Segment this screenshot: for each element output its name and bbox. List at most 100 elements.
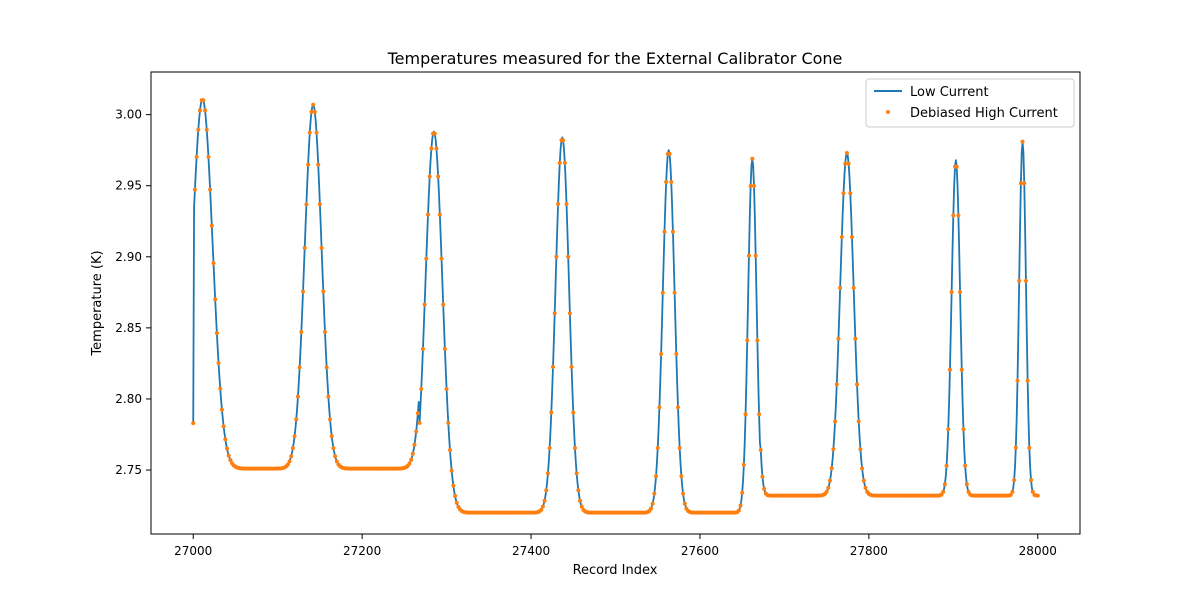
debiased-point — [752, 183, 757, 188]
debiased-point — [551, 364, 555, 369]
debiased-point — [746, 253, 751, 258]
x-tick-label: 27000 — [174, 544, 212, 558]
debiased-point — [681, 491, 686, 496]
debiased-point — [650, 501, 655, 506]
debiased-point — [1027, 445, 1032, 450]
debiased-point — [745, 338, 750, 343]
debiased-point — [453, 493, 458, 498]
debiased-point — [454, 500, 459, 505]
debiased-point — [1020, 139, 1025, 144]
debiased-point — [549, 410, 554, 415]
debiased-point — [682, 501, 687, 506]
debiased-point — [757, 412, 762, 417]
debiased-point — [304, 202, 309, 207]
debiased-point — [561, 138, 566, 143]
debiased-point — [843, 161, 848, 166]
debiased-point — [292, 434, 297, 439]
debiased-point — [317, 202, 322, 207]
debiased-point — [194, 154, 199, 159]
y-tick-label: 2.75 — [115, 463, 142, 477]
debiased-point — [562, 160, 567, 165]
debiased-point — [302, 245, 307, 250]
debiased-point — [422, 302, 427, 307]
debiased-point — [949, 290, 954, 295]
debiased-point — [1018, 181, 1023, 186]
debiased-point — [547, 445, 552, 450]
debiased-point — [209, 223, 214, 228]
debiased-point — [216, 361, 221, 366]
plot-area — [191, 98, 1040, 515]
debiased-point — [319, 245, 324, 250]
debiased-point — [944, 463, 949, 468]
x-tick-label: 27800 — [850, 544, 888, 558]
debiased-point — [654, 474, 659, 479]
y-axis-label: Temperature (K) — [90, 250, 105, 356]
debiased-point — [545, 471, 550, 476]
debiased-point — [664, 179, 669, 184]
debiased-point — [652, 491, 657, 496]
debiased-point — [572, 445, 577, 450]
debiased-point — [192, 187, 197, 192]
debiased-point — [414, 429, 419, 434]
debiased-point — [828, 478, 833, 483]
debiased-point — [297, 365, 302, 370]
debiased-point — [434, 146, 439, 151]
debiased-point — [191, 421, 196, 426]
debiased-point — [333, 454, 338, 459]
x-tick-label: 28000 — [1019, 544, 1057, 558]
debiased-point — [844, 151, 849, 156]
debiased-point — [576, 488, 581, 493]
debiased-point — [321, 289, 326, 294]
debiased-point — [295, 394, 300, 399]
debiased-point — [324, 365, 329, 370]
debiased-point — [836, 336, 841, 341]
debiased-point — [1017, 278, 1022, 283]
debiased-point — [755, 338, 760, 343]
debiased-point — [322, 330, 327, 335]
debiased-point — [826, 485, 831, 490]
debiased-point — [679, 474, 684, 479]
debiased-point — [294, 417, 299, 422]
debiased-point — [760, 474, 765, 479]
debiased-point — [309, 109, 314, 114]
debiased-point — [441, 302, 446, 307]
debiased-point — [942, 482, 947, 487]
debiased-point — [856, 419, 861, 424]
debiased-point — [748, 183, 753, 188]
debiased-point — [219, 407, 224, 412]
debiased-point — [1035, 493, 1040, 498]
debiased-point — [831, 447, 836, 452]
debiased-point — [860, 466, 865, 471]
y-tick-label: 2.90 — [115, 250, 142, 264]
debiased-point — [574, 471, 579, 476]
debiased-point — [426, 212, 431, 217]
debiased-point — [851, 285, 856, 290]
debiased-point — [961, 427, 966, 432]
debiased-point — [824, 489, 829, 494]
debiased-point — [677, 446, 682, 451]
debiased-point — [941, 489, 946, 494]
debiased-point — [838, 285, 843, 290]
debiased-point — [848, 191, 853, 196]
debiased-point — [1030, 489, 1035, 494]
legend-label-debiased-high-current: Debiased High Current — [910, 106, 1058, 121]
debiased-point — [539, 507, 544, 512]
debiased-point — [662, 229, 667, 234]
debiased-point — [740, 490, 745, 495]
debiased-point — [1029, 478, 1034, 483]
debiased-point — [306, 162, 311, 167]
debiased-point — [959, 367, 964, 372]
debiased-point — [564, 201, 569, 206]
debiased-point — [221, 424, 226, 429]
debiased-point — [954, 164, 959, 169]
debiased-point — [567, 311, 572, 316]
debiased-point — [946, 427, 951, 432]
debiased-point — [554, 254, 559, 259]
debiased-point — [659, 352, 664, 357]
debiased-point — [446, 420, 451, 425]
debiased-point — [213, 297, 218, 302]
debiased-point — [439, 256, 444, 261]
debiased-point — [307, 130, 312, 135]
y-tick-label: 2.85 — [115, 321, 142, 335]
